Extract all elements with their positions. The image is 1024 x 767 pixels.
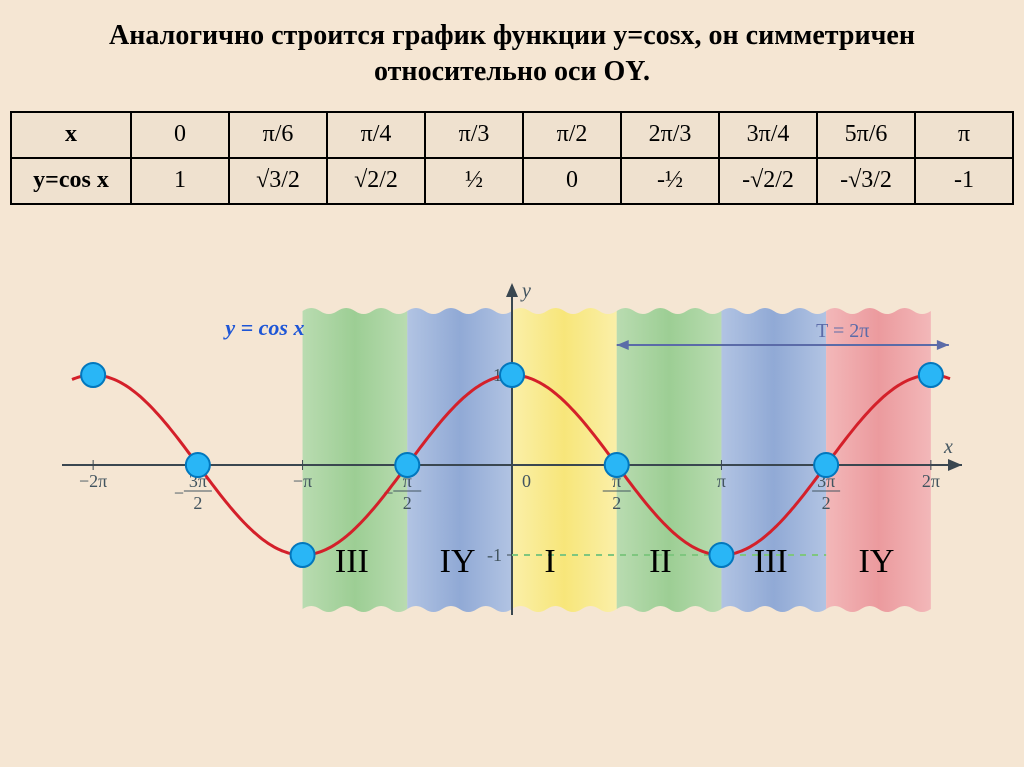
cell: -½ [621, 158, 719, 204]
svg-text:y: y [520, 280, 531, 302]
cell: ½ [425, 158, 523, 204]
quadrant-label: IY [859, 543, 895, 581]
cell: 5π/6 [817, 112, 915, 158]
svg-text:y = cos x: y = cos x [222, 315, 304, 340]
svg-text:2π: 2π [922, 471, 940, 491]
quadrant-label: I [544, 543, 555, 581]
svg-text:x: x [943, 436, 953, 458]
cell: 3π/4 [719, 112, 817, 158]
quadrant-label: III [335, 543, 369, 581]
page-title: Аналогично строится график функции y=cos… [0, 0, 1024, 103]
cell: -√2/2 [719, 158, 817, 204]
svg-text:−2π: −2π [79, 471, 107, 491]
cell: √2/2 [327, 158, 425, 204]
cell: -√3/2 [817, 158, 915, 204]
quadrant-label: IY [440, 543, 476, 581]
quadrant-label: III [754, 543, 788, 581]
svg-text:2: 2 [612, 493, 621, 513]
cell: π/2 [523, 112, 621, 158]
svg-text:−π: −π [293, 471, 312, 491]
svg-text:2: 2 [403, 493, 412, 513]
cell: 2π/3 [621, 112, 719, 158]
cell: √3/2 [229, 158, 327, 204]
cell: π/3 [425, 112, 523, 158]
svg-text:2: 2 [822, 493, 831, 513]
svg-text:2: 2 [193, 493, 202, 513]
cell: π/6 [229, 112, 327, 158]
cell: 0 [131, 112, 229, 158]
quadrant-label: II [649, 543, 672, 581]
cell: 0 [523, 158, 621, 204]
cell-y-label: y=cos x [11, 158, 131, 204]
table-row: y=cos x 1 √3/2 √2/2 ½ 0 -½ -√2/2 -√3/2 -… [11, 158, 1013, 204]
svg-text:T = 2π: T = 2π [816, 320, 869, 342]
cell: 1 [131, 158, 229, 204]
cell: π/4 [327, 112, 425, 158]
svg-text:-1: -1 [487, 545, 502, 565]
svg-text:π: π [717, 471, 726, 491]
cosine-chart: yx−2π3π2−−ππ2−0π2π3π22π1-1T = 2πy = cos … [62, 235, 962, 655]
cell: -1 [915, 158, 1013, 204]
table-row: x 0 π/6 π/4 π/3 π/2 2π/3 3π/4 5π/6 π [11, 112, 1013, 158]
cell: π [915, 112, 1013, 158]
cell-x-label: x [11, 112, 131, 158]
svg-text:0: 0 [522, 471, 531, 491]
svg-text:−: − [174, 483, 184, 503]
value-table: x 0 π/6 π/4 π/3 π/2 2π/3 3π/4 5π/6 π y=c… [10, 111, 1014, 205]
